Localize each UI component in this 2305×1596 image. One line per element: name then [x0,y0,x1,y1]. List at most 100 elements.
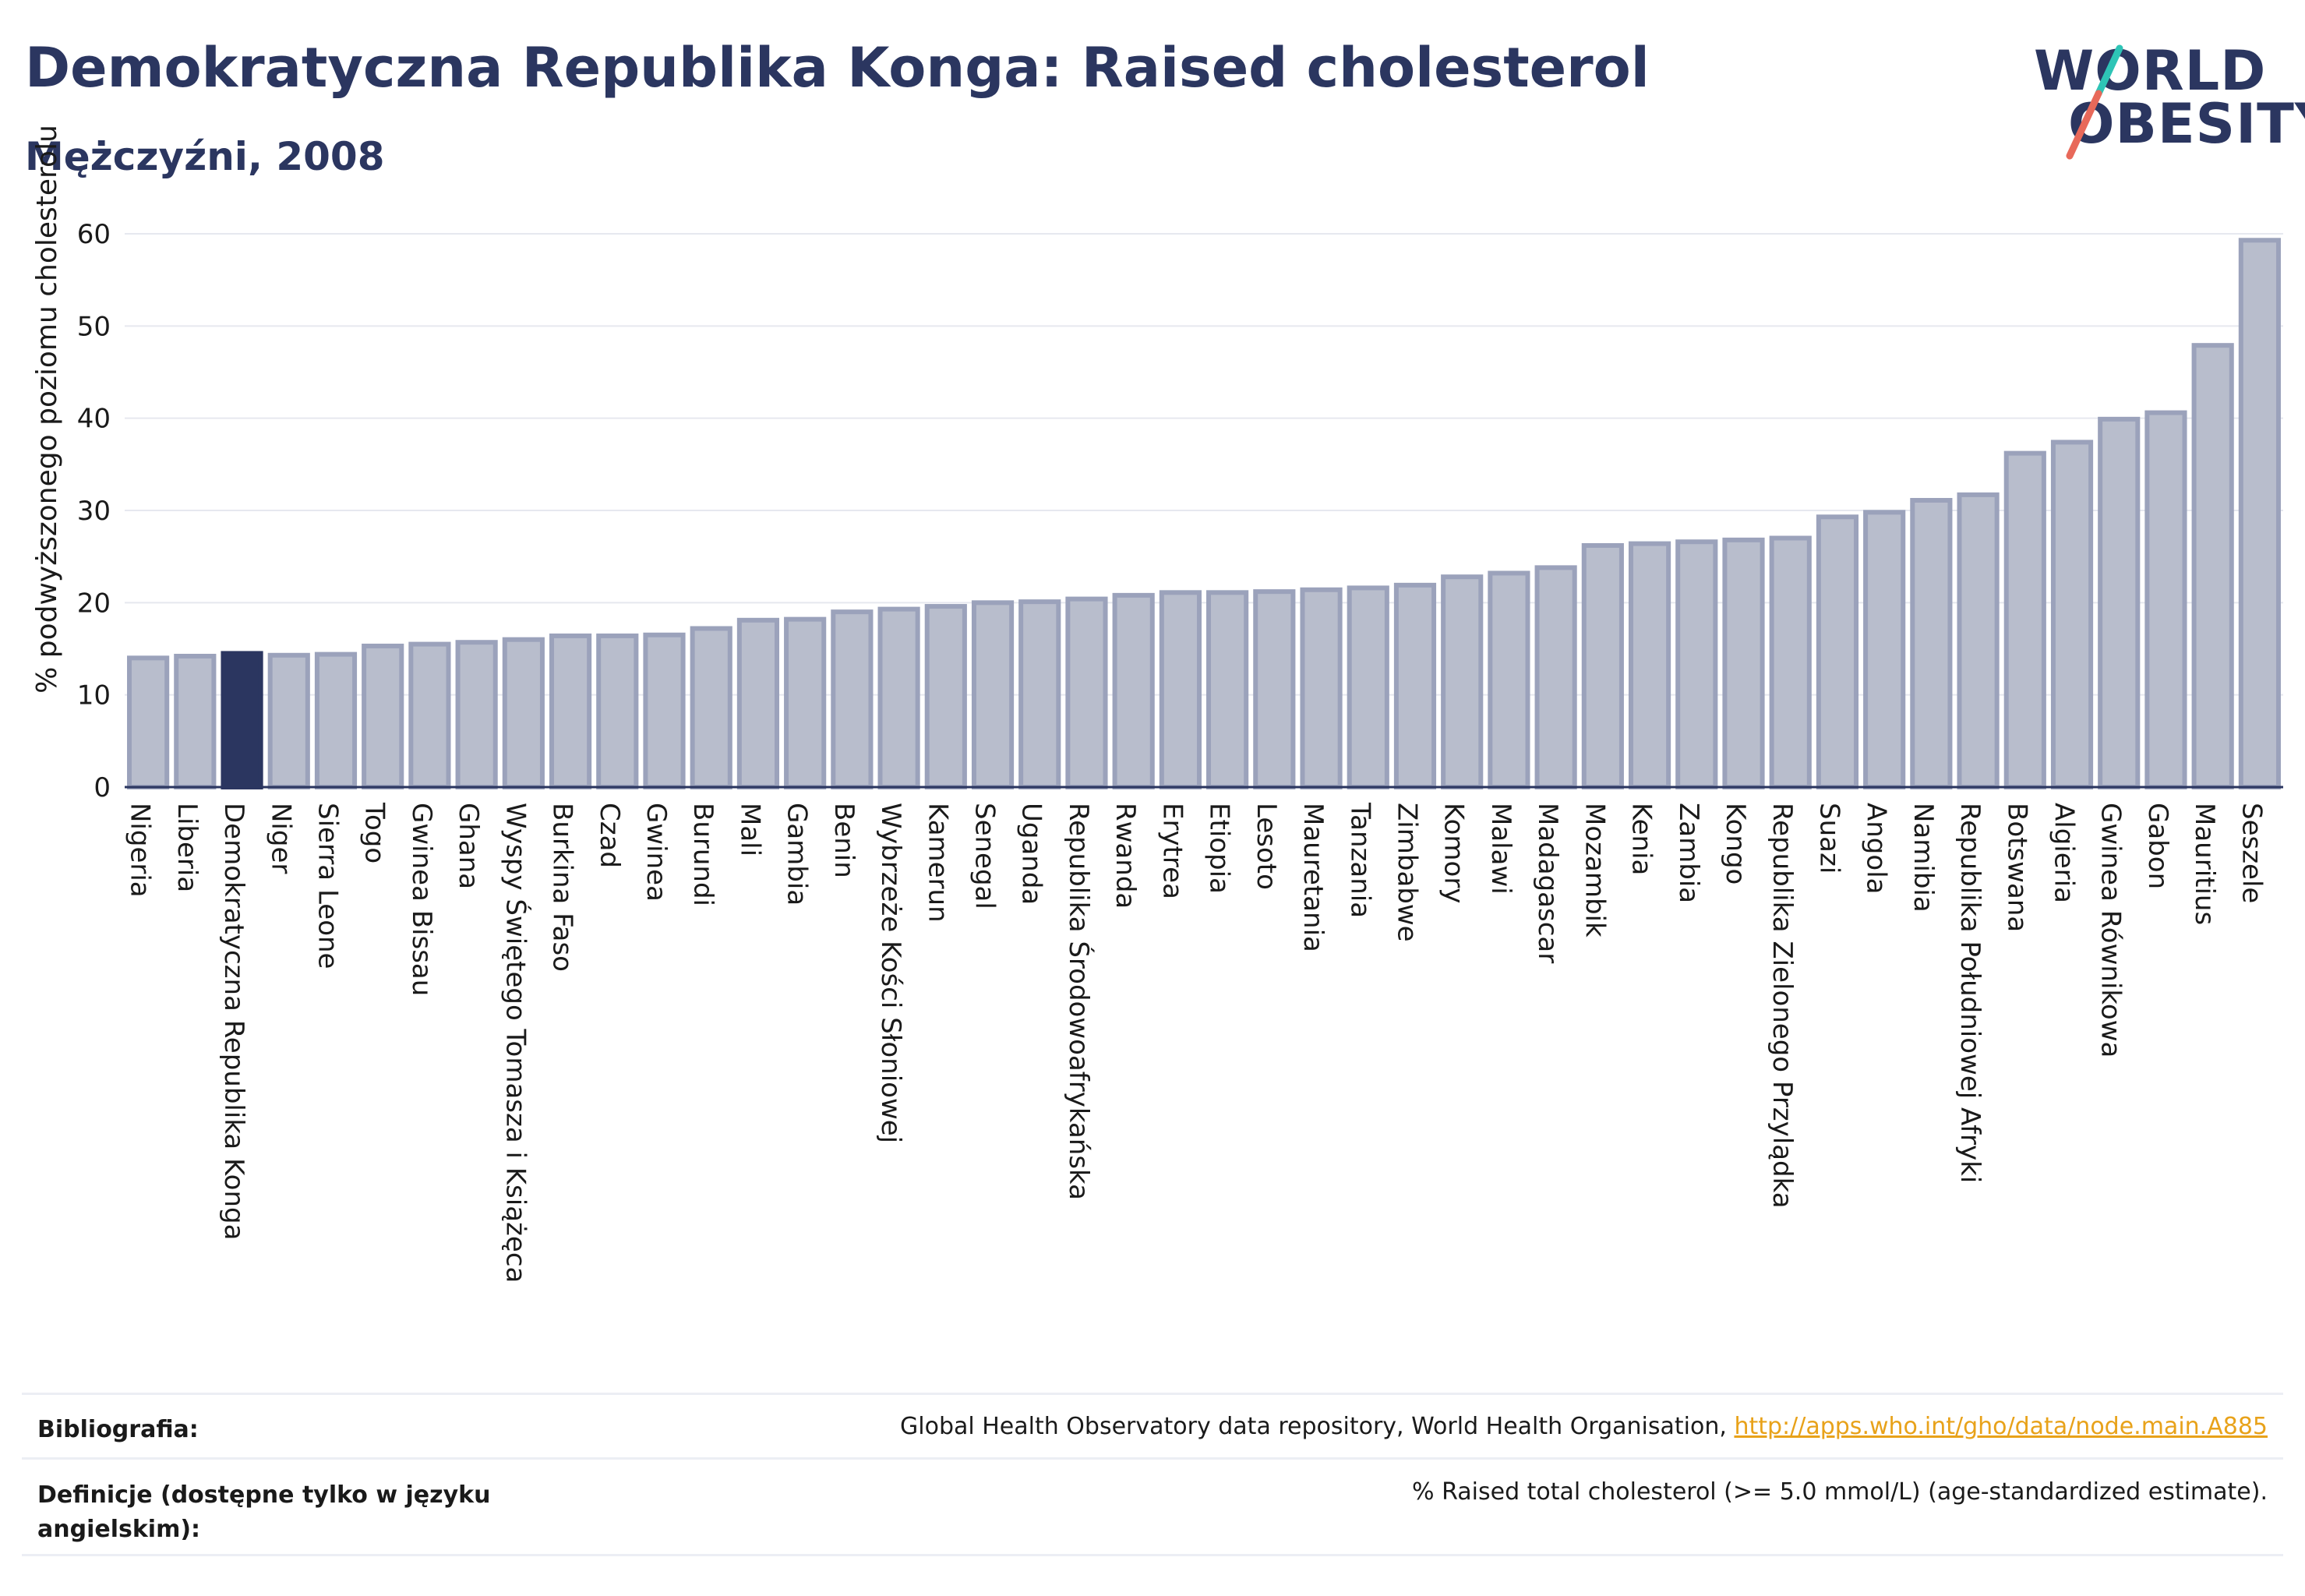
bar-36[interactable] [1816,514,1859,789]
bar-6[interactable] [408,641,451,789]
bar-20[interactable] [1065,596,1108,789]
bar-15[interactable] [831,609,874,790]
chart-subtitle: Mężczyźni, 2008 [25,134,385,179]
x-tick-label: Madagascar [1532,803,1563,963]
x-tick-label: Zimbabwe [1391,803,1422,942]
bar-30[interactable] [1534,565,1577,789]
x-tick-label: Ghana [453,803,484,889]
bar-24[interactable] [1253,589,1296,790]
bar-29[interactable] [1488,570,1530,789]
bar-31[interactable] [1581,542,1624,789]
x-tick-label: Gabon [2142,803,2173,889]
x-tick-label: Demokratyczna Republika Konga [218,803,249,1240]
x-tick-label: Republika Środowoafrykańska [1063,803,1095,1200]
x-tick-label: Kamerun [922,803,953,923]
x-tick-label: Nigeria [125,803,156,898]
bar-34[interactable] [1722,537,1765,789]
x-tick-label: Mauritius [2189,803,2220,925]
x-tick-label: Botswana [2001,803,2032,932]
bar-39[interactable] [1957,492,2000,790]
bibliography-text: Global Health Observatory data repositor… [900,1413,1735,1440]
y-tick-label: 40 [77,404,111,435]
bar-23[interactable] [1206,590,1249,789]
bar-38[interactable] [1910,497,1953,789]
bibliography-link[interactable]: http://apps.who.int/gho/data/node.main.A… [1734,1413,2268,1440]
bar-16[interactable] [877,606,920,789]
bar-22[interactable] [1159,590,1202,789]
bar-13[interactable] [736,617,780,789]
bar-44[interactable] [2191,343,2234,789]
bar-43[interactable] [2144,410,2187,789]
definitions-label: Definicje (dostępne tylko w języku angie… [37,1481,491,1543]
x-tick-label: Namibia [1908,803,1939,913]
bar-9[interactable] [549,633,592,790]
y-tick-label: 60 [77,219,111,250]
x-tick-label: Senegal [969,803,1001,909]
world-obesity-logo[interactable]: WORLD OBESITY [2034,31,2305,164]
x-tick-label: Lesoto [1251,803,1282,890]
bar-41[interactable] [2050,440,2094,790]
x-tick-label: Czad [594,803,625,868]
y-axis-label: % podwyższonego poziomu cholesterolu [31,125,63,694]
bar-0[interactable] [127,655,170,789]
bar-21[interactable] [1112,592,1155,789]
bar-28[interactable] [1441,574,1484,789]
bar-37[interactable] [1863,510,1906,789]
bar-32[interactable] [1628,541,1671,789]
y-axis-ticks: 0 10 20 30 40 50 60 [77,219,111,803]
table-divider-bottom [22,1554,2283,1556]
bar-10[interactable] [596,633,639,790]
x-tick-label: Wybrzeże Kości Słoniowej [875,803,906,1143]
bar-11[interactable] [643,632,686,789]
x-tick-label: Burundi [687,803,718,906]
bar-19[interactable] [1018,599,1061,790]
x-tick-label: Algieria [2049,803,2080,903]
x-tick-label: Zambia [1673,803,1704,903]
x-tick-label: Togo [359,802,390,863]
bar-1[interactable] [174,653,217,790]
bar-40[interactable] [2003,450,2046,790]
logo-slash-icon [2066,44,2123,160]
bar-3[interactable] [267,652,310,789]
x-tick-label: Gwinea [641,803,672,902]
bar-8[interactable] [502,637,545,790]
x-tick-label: Sierra Leone [312,803,343,969]
bar-35[interactable] [1769,535,1812,789]
x-tick-label: Kongo [1720,803,1751,885]
x-tick-label: Kenia [1626,803,1657,875]
bar-26[interactable] [1347,585,1389,790]
bar-7[interactable] [455,640,498,790]
bar-14[interactable] [784,616,827,790]
bar-18[interactable] [971,600,1015,789]
x-tick-label: Mauretania [1297,803,1329,952]
x-tick-label: Burkina Faso [547,803,578,972]
bar-27[interactable] [1393,582,1437,789]
bibliography-label: Bibliografia: [37,1416,199,1443]
definitions-value: % Raised total cholesterol (>= 5.0 mmol/… [1412,1478,2268,1506]
bar-chart: 0 10 20 30 40 50 60 Nigeria Liberia Demokratyczn… [31,125,2283,1283]
bar-33[interactable] [1675,539,1718,789]
chart-title: Demokratyczna Republika Konga: Raised ch… [25,36,1650,100]
x-tick-label: Suazi [1813,803,1844,874]
logo-word-obesity: OBESITY [2068,92,2305,156]
logo-word-world: WORLD [2034,39,2267,103]
x-tick-label: Benin [828,803,860,878]
bar-2[interactable] [221,651,263,790]
x-tick-label: Gwinea Bissau [406,803,437,996]
x-tick-label: Mozambik [1579,803,1610,937]
bar-5[interactable] [362,643,404,790]
x-tick-label: Gambia [782,803,813,906]
x-tick-label: Republika Zielonego Przylądka [1767,803,1798,1209]
x-tick-label: Malawi [1485,803,1516,895]
x-tick-label: Rwanda [1110,803,1141,909]
y-tick-label: 20 [77,588,111,619]
bar-4[interactable] [314,651,358,789]
bars [127,238,2281,790]
bar-25[interactable] [1300,587,1343,789]
bar-45[interactable] [2238,238,2281,789]
x-tick-label: Wyspy Świętego Tomasza i Książęca [499,803,531,1283]
bar-17[interactable] [924,604,967,789]
bar-42[interactable] [2098,416,2141,789]
bar-12[interactable] [690,626,732,790]
x-tick-label: Liberia [171,803,203,892]
